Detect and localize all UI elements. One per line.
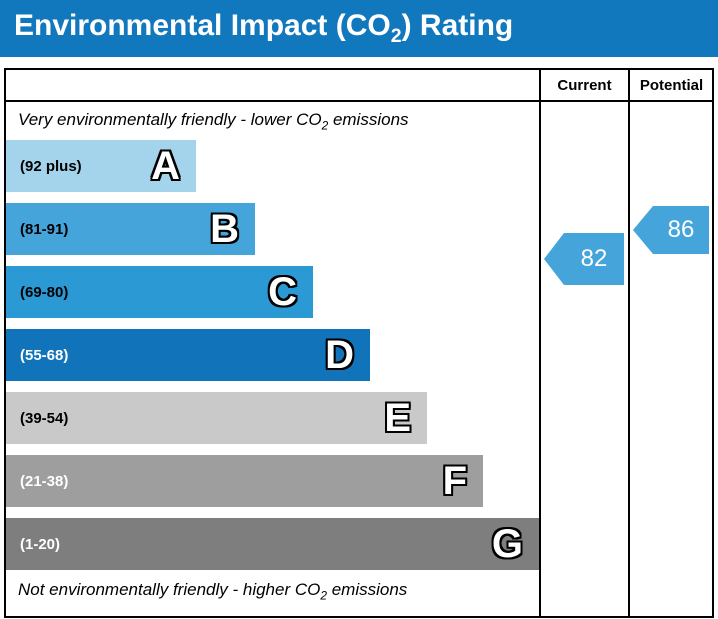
bottom-note: Not environmentally friendly - higher CO… <box>18 579 408 603</box>
potential-rating-cell: 86 <box>628 102 713 616</box>
band-letter: C <box>268 270 297 314</box>
band-row-g: (1-20) G <box>6 518 539 570</box>
band-row-a: (92 plus) A <box>6 140 196 192</box>
band-letter: D <box>325 333 354 377</box>
band-range-label: (55-68) <box>20 346 69 364</box>
potential-rating-arrow: 86 <box>633 206 709 254</box>
bands: (92 plus) A (81-91) B (69-80) C (55-68) … <box>6 140 539 570</box>
band-range-label: (39-54) <box>20 409 69 427</box>
band-letter: G <box>491 522 523 566</box>
title-subscript: 2 <box>390 25 402 47</box>
band-letter: B <box>210 207 239 251</box>
band-letter: A <box>151 144 180 188</box>
band-row-b: (81-91) B <box>6 203 255 255</box>
band-range-label: (21-38) <box>20 472 69 490</box>
band-range-label: (1-20) <box>20 535 61 553</box>
current-rating-arrow: 82 <box>544 233 624 285</box>
header-spacer-cell <box>6 70 539 102</box>
top-note: Very environmentally friendly - lower CO… <box>18 109 409 133</box>
current-rating-value: 82 <box>564 233 624 285</box>
band-row-c: (69-80) C <box>6 266 313 318</box>
potential-rating-value: 86 <box>653 206 709 254</box>
band-range-label: (81-91) <box>20 220 69 238</box>
band-row-f: (21-38) F <box>6 455 483 507</box>
column-header-potential: Potential <box>628 70 713 102</box>
band-row-e: (39-54) E <box>6 392 427 444</box>
band-range-label: (92 plus) <box>20 157 82 175</box>
current-rating-cell: 82 <box>539 102 628 616</box>
chart-area: Very environmentally friendly - lower CO… <box>6 102 539 616</box>
band-letter: E <box>384 396 411 440</box>
left-arrow-point-icon <box>633 206 653 254</box>
band-letter: F <box>442 459 467 503</box>
band-row-d: (55-68) D <box>6 329 370 381</box>
column-header-current: Current <box>539 70 628 102</box>
rating-table: Current Potential Very environmentally f… <box>4 68 714 618</box>
left-arrow-point-icon <box>544 233 564 285</box>
page-header: Environmental Impact (CO2) Rating <box>0 0 718 57</box>
band-range-label: (69-80) <box>20 283 69 301</box>
page-title: Environmental Impact (CO2) Rating <box>14 9 514 47</box>
